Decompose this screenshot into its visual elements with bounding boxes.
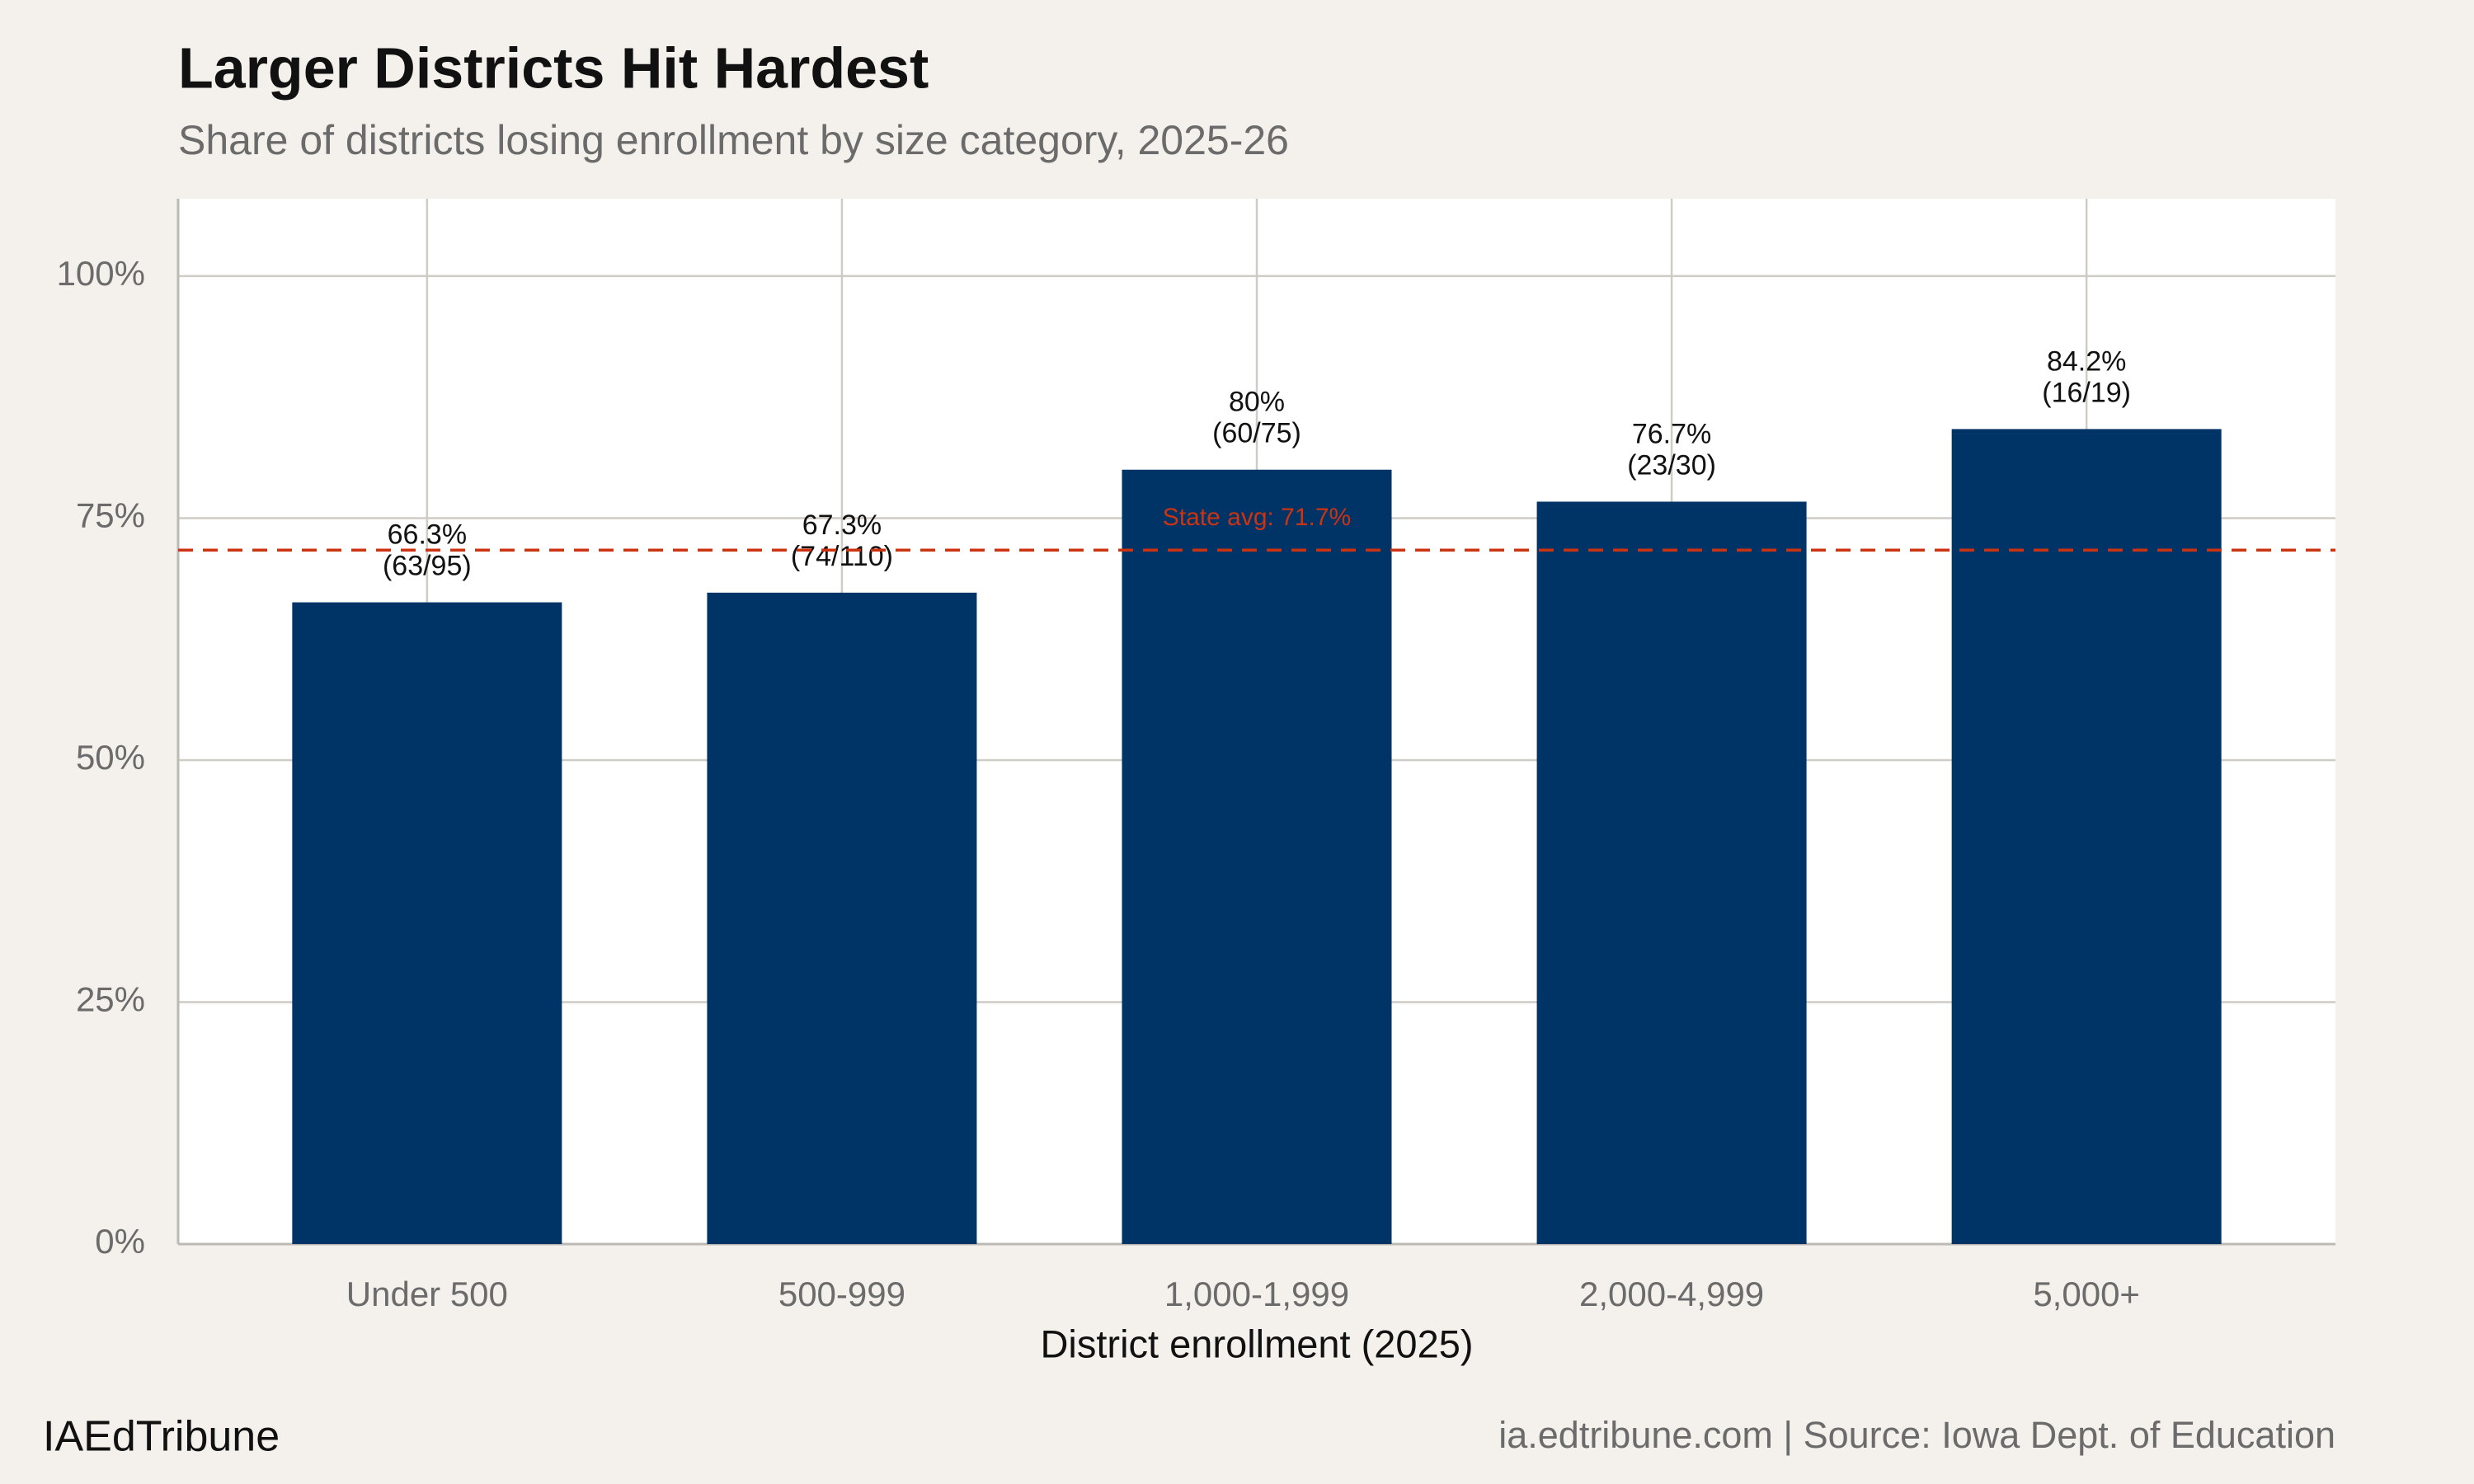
footer-source: ia.edtribune.com | Source: Iowa Dept. of… — [1498, 1414, 2335, 1456]
x-tick-label: 1,000-1,999 — [1164, 1275, 1349, 1313]
x-tick-label: 5,000+ — [2033, 1275, 2140, 1313]
y-tick-label: 0% — [95, 1222, 145, 1261]
bar — [1951, 429, 2222, 1244]
x-tick-label: Under 500 — [346, 1275, 508, 1313]
count-label: (63/95) — [383, 551, 472, 582]
value-label: 84.2% — [2047, 345, 2126, 377]
count-label: (23/30) — [1627, 449, 1716, 481]
y-tick-label: 100% — [57, 254, 145, 293]
x-tick-label: 500-999 — [778, 1275, 905, 1313]
y-tick-label: 25% — [76, 980, 145, 1019]
y-tick-label: 75% — [76, 496, 145, 535]
value-label: 76.7% — [1632, 418, 1711, 449]
chart-subtitle: Share of districts losing enrollment by … — [178, 117, 1289, 163]
bar — [292, 602, 562, 1244]
bar — [707, 592, 977, 1244]
count-label: (74/110) — [791, 541, 893, 572]
value-label: 80% — [1229, 387, 1285, 418]
value-label: 67.3% — [802, 510, 882, 541]
count-label: (60/75) — [1212, 418, 1301, 449]
x-axis-title: District enrollment (2025) — [1040, 1322, 1473, 1365]
bar — [1122, 469, 1392, 1244]
footer-brand: IAEdTribune — [43, 1413, 280, 1461]
bar — [1536, 501, 1807, 1244]
chart-title: Larger Districts Hit Hardest — [178, 35, 929, 100]
x-tick-label: 2,000-4,999 — [1579, 1275, 1764, 1313]
value-label: 66.3% — [388, 519, 467, 551]
reference-label: State avg: 71.7% — [1163, 504, 1352, 531]
y-tick-label: 50% — [76, 738, 145, 777]
count-label: (16/19) — [2042, 377, 2131, 408]
